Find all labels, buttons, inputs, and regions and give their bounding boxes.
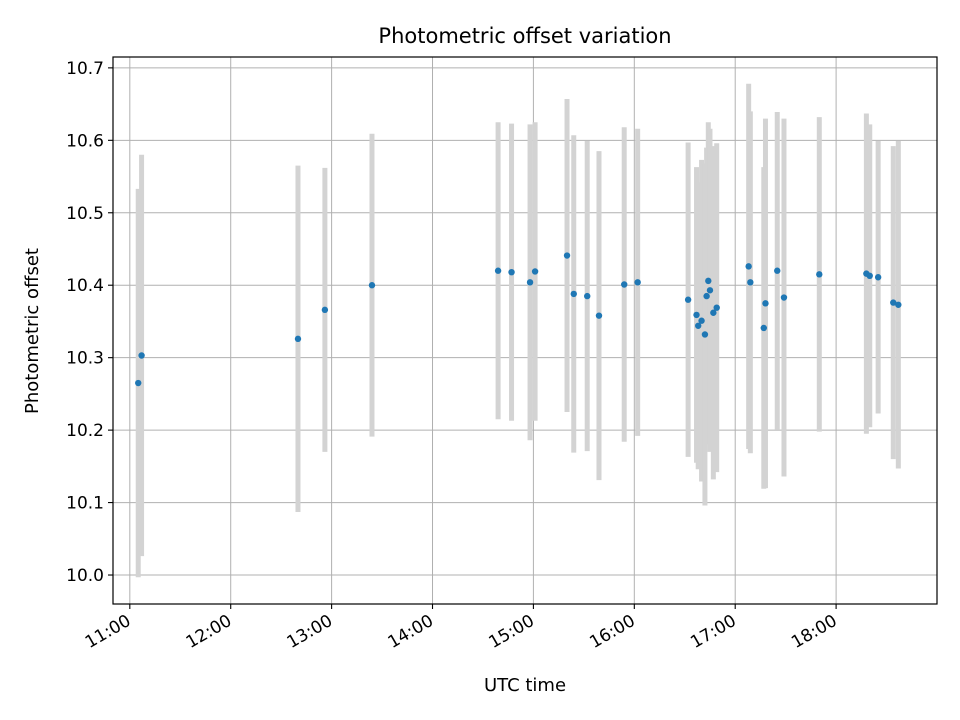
data-point (531, 268, 539, 275)
data-point (703, 292, 710, 300)
data-point (294, 335, 302, 343)
data-point (135, 379, 142, 387)
x-axis-label: UTC time (484, 675, 566, 696)
y-tick-label: 10.6 (66, 131, 104, 151)
y-tick-label: 10.7 (66, 59, 104, 79)
data-point (526, 279, 534, 286)
data-point (762, 300, 769, 307)
data-point (816, 271, 823, 278)
data-point (866, 272, 873, 279)
data-point (321, 306, 329, 314)
chart-title: Photometric offset variation (378, 24, 671, 48)
data-point (634, 279, 641, 286)
point-layer (135, 252, 902, 387)
data-point (710, 309, 717, 316)
data-point (706, 287, 714, 294)
data-point (701, 331, 709, 338)
data-point (760, 324, 767, 332)
y-tick-label: 10.5 (66, 204, 104, 224)
y-tick-label: 10.4 (66, 276, 104, 296)
data-point (693, 311, 700, 319)
y-tick-label: 10.3 (66, 349, 104, 369)
data-point (774, 267, 781, 274)
data-point (874, 274, 882, 281)
y-axis-label: Photometric offset (22, 248, 43, 414)
data-point (595, 312, 603, 319)
data-point (705, 277, 712, 285)
y-tick-label: 10.2 (66, 421, 104, 441)
data-point (368, 282, 376, 289)
data-point (745, 263, 752, 270)
data-point (895, 301, 902, 308)
y-tick-label: 10.0 (66, 566, 104, 586)
y-tick-label: 10.1 (66, 494, 104, 514)
data-point (621, 281, 628, 288)
data-point (698, 317, 705, 324)
data-point (494, 267, 502, 274)
data-point (138, 352, 145, 359)
data-point (563, 252, 571, 259)
data-point (713, 304, 720, 311)
data-point (508, 268, 515, 276)
grid-layer (113, 57, 937, 604)
data-point (695, 322, 702, 329)
data-point (570, 290, 577, 298)
data-point (684, 296, 692, 303)
data-point (584, 292, 591, 300)
data-point (890, 299, 897, 306)
plot-frame (112, 56, 938, 605)
data-point (780, 294, 788, 301)
data-point (747, 279, 754, 286)
